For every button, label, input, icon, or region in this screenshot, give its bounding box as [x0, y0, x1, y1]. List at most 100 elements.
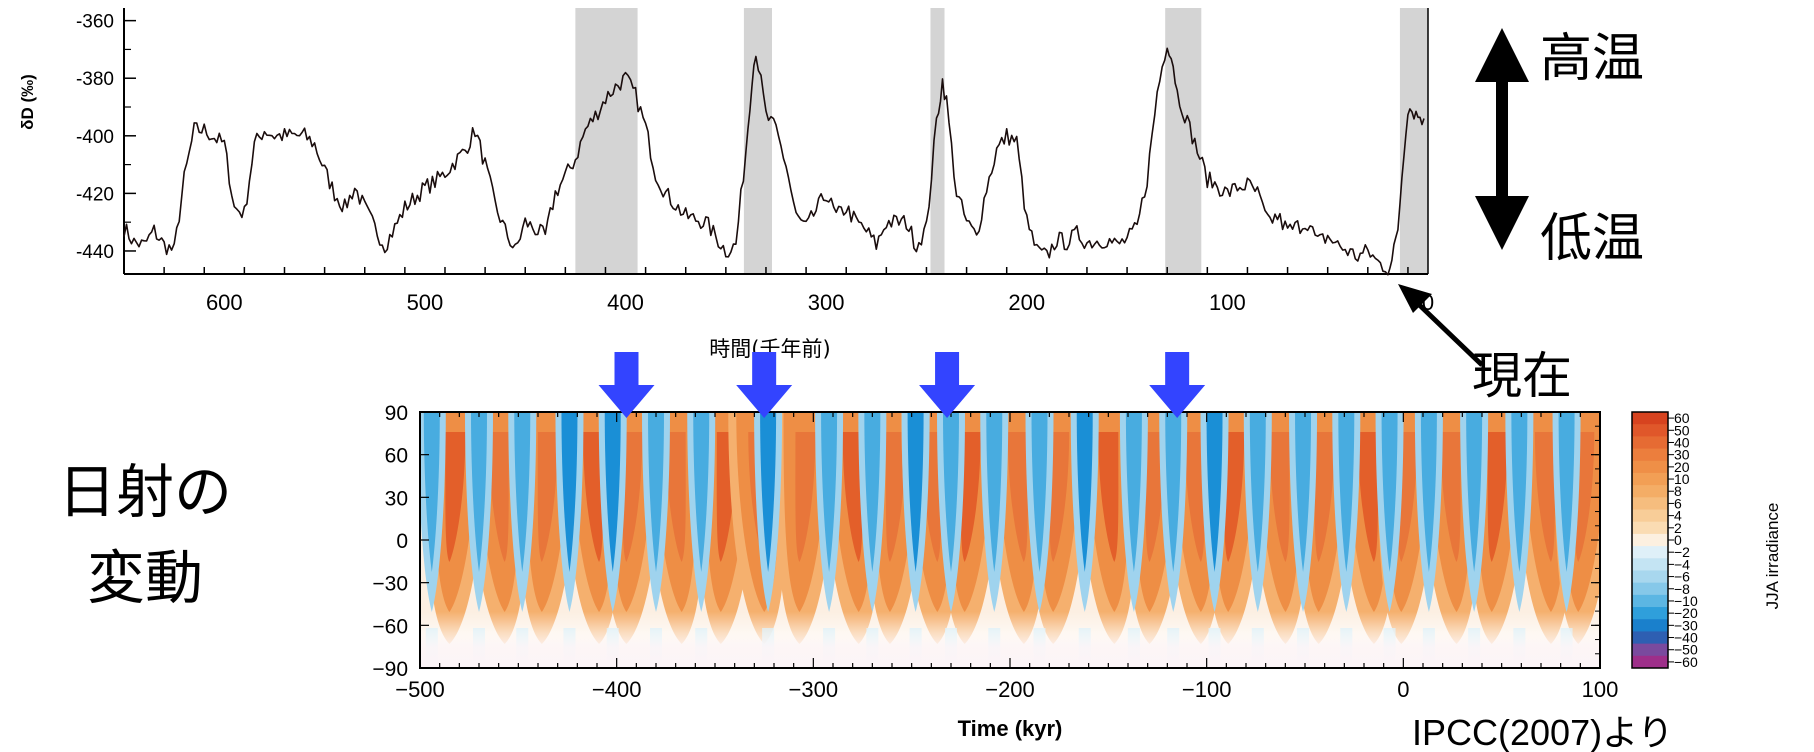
- colorbar-tick-label: 2: [1674, 520, 1682, 536]
- colorbar-tick-label: −2: [1674, 544, 1690, 560]
- deuterium-y-label: δD (‰): [18, 74, 37, 130]
- colorbar-tick-label: −50: [1674, 642, 1698, 658]
- colorbar-swatch: [1632, 424, 1668, 437]
- blue-down-arrow-icon: [1149, 352, 1206, 418]
- heatmap-y-tick-label: −60: [372, 615, 408, 638]
- colorbar-tick-label: −6: [1674, 569, 1690, 585]
- up-arrow-head-icon: [1475, 28, 1529, 82]
- colorbar-swatch: [1632, 643, 1668, 657]
- blue-down-arrow-icon: [919, 352, 976, 418]
- colorbar-swatch: [1632, 655, 1668, 669]
- cold-label: 低温: [1540, 209, 1644, 269]
- colorbar-swatch: [1632, 521, 1668, 535]
- arrow-shaft: [1496, 80, 1508, 200]
- deuterium-y-tick-label: -420: [76, 184, 114, 205]
- colorbar-tick-label: 40: [1674, 434, 1690, 450]
- present-pointer: 現在: [1398, 284, 1572, 405]
- temperature-scale-arrow: 高温 低温: [1475, 28, 1644, 269]
- colorbar-tick-label: 30: [1674, 447, 1690, 463]
- heatmap-y-tick-label: 0: [396, 530, 408, 553]
- colorbar-swatch: [1632, 460, 1668, 474]
- colorbar-tick-label: 50: [1674, 422, 1690, 438]
- deuterium-x-tick-label: 200: [1008, 290, 1045, 315]
- deuterium-y-tick-label: -380: [76, 69, 114, 90]
- heatmap-y-tick-label: 60: [385, 445, 408, 468]
- blue-arrows-group: [598, 352, 1206, 418]
- insolation-label-line2: 変動: [87, 544, 203, 612]
- interglacial-shading-group: [575, 8, 1428, 274]
- deuterium-x-tick-label: 400: [607, 290, 644, 315]
- source-credit: IPCC(2007)より: [1412, 712, 1673, 752]
- heatmap-cells-group: [420, 412, 1600, 668]
- heatmap-y-tick-label: −30: [372, 573, 408, 596]
- colorbar-label: JJA irradiance: [1763, 503, 1782, 610]
- colorbar-tick-label: −40: [1674, 630, 1698, 646]
- colorbar-swatch: [1632, 448, 1668, 462]
- colorbar-tick-label: 60: [1674, 410, 1690, 426]
- heatmap-x-tick-label: −500: [395, 677, 445, 702]
- deuterium-axes: [123, 8, 1429, 275]
- colorbar-swatch: [1632, 594, 1668, 608]
- colorbar-tick-label: 8: [1674, 483, 1682, 499]
- colorbar-tick-label: 0: [1674, 532, 1682, 548]
- interglacial-band-1: [743, 8, 772, 274]
- heatmap-x-tick-label: −400: [592, 677, 642, 702]
- colorbar-swatch: [1632, 485, 1668, 498]
- blue-down-arrow-icon: [598, 352, 655, 418]
- deuterium-x-tick-label: 500: [407, 290, 444, 315]
- colorbar-swatch: [1632, 436, 1668, 450]
- deuterium-y-ticks: -360 -380 -400 -420 -440: [76, 12, 136, 263]
- deuterium-y-tick-label: -440: [76, 242, 114, 263]
- deuterium-x-ticks: 600 500 400 300 200 100 0: [123, 267, 1434, 315]
- heatmap-x-tick-label: −200: [985, 677, 1035, 702]
- colorbar-swatch: [1632, 570, 1668, 584]
- colorbar-swatch: [1632, 546, 1668, 559]
- present-arrow-shaft: [1408, 294, 1484, 367]
- deuterium-y-tick-label: -400: [76, 127, 114, 148]
- colorbar-swatch: [1632, 582, 1668, 596]
- heatmap-x-tick-label: 0: [1397, 677, 1409, 702]
- heatmap-y-tick-label: 90: [385, 402, 408, 425]
- colorbar-swatch: [1632, 558, 1668, 571]
- present-label: 現在: [1472, 347, 1572, 405]
- heatmap-polar-fade: [420, 412, 1600, 668]
- colorbar-tick-label: −20: [1674, 605, 1698, 621]
- colorbar-swatch: [1632, 412, 1668, 425]
- warm-label: 高温: [1540, 29, 1644, 89]
- colorbar-swatch: [1632, 509, 1668, 523]
- deuterium-x-tick-label: 300: [808, 290, 845, 315]
- colorbar-tick-label: −10: [1674, 593, 1698, 609]
- colorbar-swatch: [1632, 631, 1668, 645]
- heatmap-x-tick-label: 100: [1582, 677, 1619, 702]
- interglacial-band-4: [1399, 8, 1428, 274]
- down-arrow-head-icon: [1475, 196, 1529, 250]
- deuterium-x-tick-label: 600: [206, 290, 243, 315]
- heatmap-x-tick-label: −100: [1182, 677, 1232, 702]
- colorbar-swatch: [1632, 607, 1668, 620]
- colorbar-tick-label: 20: [1674, 459, 1690, 475]
- colorbar-tick-label: −60: [1674, 654, 1698, 670]
- colorbar-swatch: [1632, 497, 1668, 511]
- colorbar-swatch: [1632, 533, 1668, 547]
- colorbar-swatch: [1632, 619, 1668, 632]
- insolation-heatmap: −500 −400 −300 −200 −100 0 100 9060300−30−60−9…: [372, 402, 1782, 741]
- colorbar-tick-label: −8: [1674, 581, 1690, 597]
- heatmap-x-tick-label: −300: [789, 677, 839, 702]
- deuterium-series-line: [123, 47, 1425, 276]
- heatmap-y-tick-label: 30: [385, 487, 408, 510]
- colorbar-tick-label: 10: [1674, 471, 1690, 487]
- heatmap-y-tick-label: −90: [372, 658, 408, 681]
- insolation-label-line1: 日射の: [58, 458, 232, 526]
- colorbar-tick-label: 6: [1674, 495, 1682, 511]
- present-arrow-head-icon: [1398, 284, 1432, 313]
- blue-down-arrow-icon: [736, 352, 793, 418]
- deuterium-x-tick-label: 100: [1209, 290, 1246, 315]
- heatmap-x-label: Time (kyr): [958, 716, 1063, 741]
- colorbar-tick-label: −30: [1674, 617, 1698, 633]
- interglacial-band-0: [575, 8, 638, 274]
- deuterium-chart: 600 500 400 300 200 100 0 -360-380-400-420-440…: [18, 8, 1434, 361]
- heatmap-y-ticks: 90 60 30 0 −30 −60 −90: [372, 402, 1600, 681]
- heatmap-x-ticks: −500 −400 −300 −200 −100 0 100: [395, 412, 1618, 702]
- colorbar-tick-label: 4: [1674, 508, 1682, 524]
